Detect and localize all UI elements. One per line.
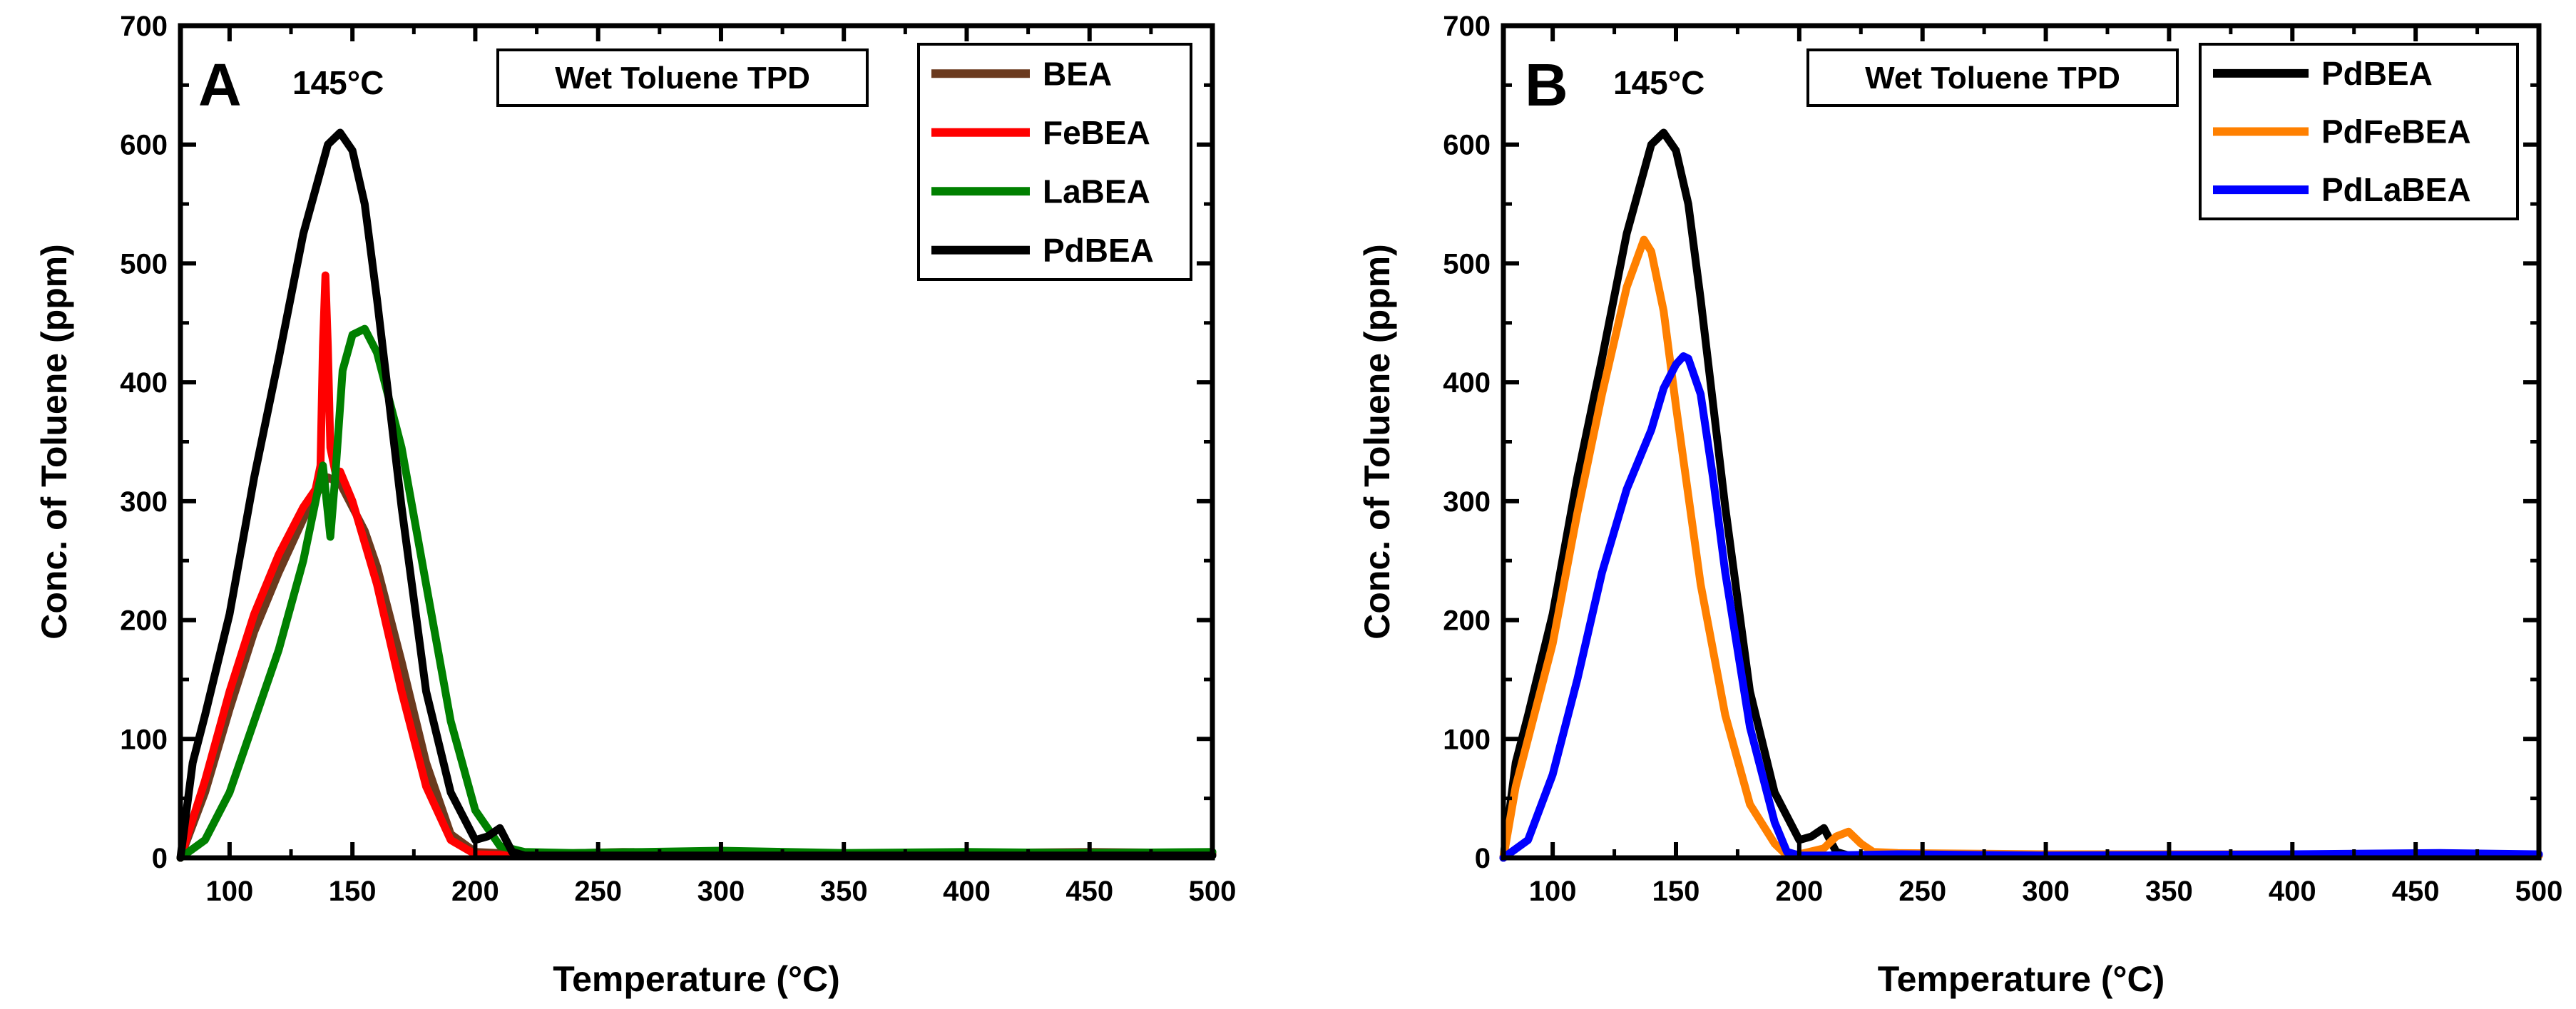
legend-label-febea: FeBEA bbox=[1043, 114, 1150, 151]
inset-title: Wet Toluene TPD bbox=[1865, 61, 2120, 96]
series-line-bea bbox=[176, 473, 1217, 862]
panel-a: 100 150 200 250 300 350 400 450 500 0 100 200 300 400… bbox=[34, 11, 1236, 999]
y-tick-label: 300 bbox=[1443, 486, 1491, 518]
series-line-labea bbox=[176, 324, 1217, 862]
series-line-pdfebea bbox=[1499, 235, 2543, 862]
inset-title: Wet Toluene TPD bbox=[555, 61, 810, 96]
x-tick-label: 350 bbox=[2145, 876, 2193, 907]
x-tick-label: 200 bbox=[1775, 876, 1823, 907]
inset-title-box bbox=[496, 48, 869, 107]
x-tick-label: 250 bbox=[574, 876, 622, 907]
inset-title-box bbox=[1806, 48, 2179, 107]
legend-label-pdfebea: PdFeBEA bbox=[2321, 113, 2471, 150]
legend-label-pdlabea: PdLaBEA bbox=[2321, 171, 2471, 208]
x-tick-label: 150 bbox=[1652, 876, 1700, 907]
y-tick-label: 300 bbox=[120, 486, 168, 518]
y-tick-label: 0 bbox=[1475, 843, 1491, 874]
x-tick-label: 450 bbox=[1065, 876, 1113, 907]
y-tick-label: 100 bbox=[120, 724, 168, 755]
x-tick-label: 100 bbox=[206, 876, 254, 907]
y-tick-label: 200 bbox=[120, 605, 168, 637]
x-axis-title: Temperature (°C) bbox=[1878, 959, 2164, 999]
panel-label: B bbox=[1525, 51, 1568, 118]
y-tick-label: 500 bbox=[1443, 248, 1491, 280]
x-tick-label: 250 bbox=[1898, 876, 1946, 907]
x-tick-label: 400 bbox=[943, 876, 991, 907]
panel-b: 100 150 200 250 300 350 400 450 500 0 100 200 300 400… bbox=[1357, 11, 2562, 999]
y-tick-label: 700 bbox=[1443, 11, 1491, 42]
x-tick-label: 500 bbox=[1189, 876, 1237, 907]
series-line-febea bbox=[176, 271, 1217, 862]
x-tick-label: 350 bbox=[820, 876, 868, 907]
series-line-pdbea bbox=[1499, 128, 2543, 862]
legend-label-labea: LaBEA bbox=[1043, 173, 1150, 210]
legend-box bbox=[917, 43, 1192, 281]
peak-annotation: 145°C bbox=[292, 64, 384, 101]
x-tick-label: 400 bbox=[2269, 876, 2316, 907]
y-tick-label: 600 bbox=[1443, 130, 1491, 161]
y-tick-label: 400 bbox=[120, 367, 168, 399]
x-axis-title: Temperature (°C) bbox=[553, 959, 839, 999]
y-axis-title: Conc. of Toluene (ppm) bbox=[1357, 244, 1397, 640]
peak-annotation: 145°C bbox=[1613, 64, 1704, 101]
y-tick-label: 200 bbox=[1443, 605, 1491, 637]
x-tick-label: 450 bbox=[2392, 876, 2440, 907]
x-tick-label: 300 bbox=[2022, 876, 2070, 907]
legend-label-pdbea: PdBEA bbox=[2321, 55, 2433, 92]
y-tick-label: 600 bbox=[120, 130, 168, 161]
y-tick-label: 700 bbox=[120, 11, 168, 42]
y-tick-label: 400 bbox=[1443, 367, 1491, 399]
legend-label-pdbea: PdBEA bbox=[1043, 232, 1154, 269]
x-tick-label: 100 bbox=[1529, 876, 1577, 907]
panel-label: A bbox=[198, 51, 242, 118]
x-tick-label: 500 bbox=[2515, 876, 2563, 907]
y-tick-label: 500 bbox=[120, 248, 168, 280]
series-line-pdlabea bbox=[1499, 352, 2543, 862]
legend-label-bea: BEA bbox=[1043, 55, 1112, 92]
y-tick-label: 100 bbox=[1443, 724, 1491, 755]
x-tick-label: 300 bbox=[697, 876, 745, 907]
x-tick-label: 200 bbox=[451, 876, 499, 907]
y-axis-title: Conc. of Toluene (ppm) bbox=[34, 244, 74, 640]
y-tick-label: 0 bbox=[152, 843, 168, 874]
x-tick-label: 150 bbox=[329, 876, 377, 907]
